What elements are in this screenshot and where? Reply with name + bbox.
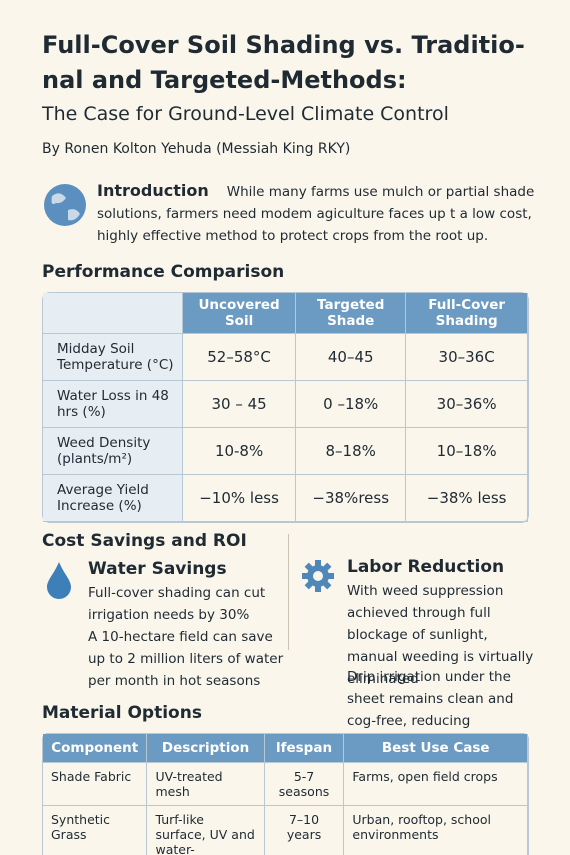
header-row: Component Description lfespan Best Use Case [43, 734, 528, 763]
materials-table: Component Description lfespan Best Use Case… [42, 733, 529, 855]
drop-icon [47, 562, 71, 599]
performance-table: Uncovered Soil Targeted Shade Full-Cover S… [42, 292, 529, 523]
labor-text: With weed suppression achieved through f… [347, 583, 534, 687]
header-cell: Targeted Shade [296, 293, 407, 334]
water-heading: Water Savings [88, 559, 227, 579]
header-cell: Best Use Case [344, 734, 528, 763]
title: nal and Targeted-Methods: [42, 66, 407, 94]
cell: Turf-like surface, UV and water- [147, 806, 265, 855]
section-heading: Performance Comparison [42, 262, 285, 282]
row: Synthetic Grass Turf-like surface, UV and… [43, 806, 528, 855]
row: Shade Fabric UV-treated mesh 5-7 seasons Fa… [43, 763, 528, 806]
cell: UV-treated mesh [147, 763, 265, 806]
globe-icon [44, 184, 86, 226]
author: By Ronen Kolton Yehuda (Messiah King RKY… [42, 141, 351, 157]
header-cell [43, 293, 183, 334]
cell: 5-7 seasons [264, 763, 345, 806]
cell: Shade Fabric [43, 763, 148, 806]
row: Water Loss in 48 hrs (%) 30 – 45 0 –18% 30–… [43, 381, 528, 428]
cell: 30–36C [406, 334, 528, 381]
divider [288, 534, 289, 650]
gear-icon [302, 560, 334, 592]
cell: Urban, rooftop, school environments [344, 806, 528, 855]
cell: 7–10 years [264, 806, 345, 855]
intro: Introduction While many farms use mulch o… [97, 180, 537, 247]
cell: 30 – 45 [183, 381, 297, 428]
section-heading: Cost Savings and ROI [42, 531, 247, 551]
subtitle: The Case for Ground-Level Climate Contro… [42, 103, 449, 125]
row: Midday Soil Temperature (°C) 52–58°C 40–45… [43, 334, 528, 381]
section-heading: Material Options [42, 703, 202, 723]
cell: Synthetic Grass [43, 806, 148, 855]
water-text: Full-cover shading can cut irrigation ne… [88, 585, 266, 623]
cell: Midday Soil Temperature (°C) [43, 334, 183, 381]
cell: −38%ress [296, 475, 407, 522]
intro-text: While many farms use mulch or partial sh… [97, 184, 535, 244]
cell: 10–18% [406, 428, 528, 475]
labor-heading: Labor Reduction [347, 557, 505, 577]
header-cell: Description [147, 734, 265, 763]
row: Average Yield Increase (%) −10% less −38%r… [43, 475, 528, 522]
cell: −10% less [183, 475, 297, 522]
cell: 0 –18% [296, 381, 407, 428]
cell: Average Yield Increase (%) [43, 475, 183, 522]
cell: Water Loss in 48 hrs (%) [43, 381, 183, 428]
cell: 10-8% [183, 428, 297, 475]
cell: 52–58°C [183, 334, 297, 381]
cell: Farms, open field crops [344, 763, 528, 806]
cell: 30–36% [406, 381, 528, 428]
intro-heading: Introduction [97, 181, 209, 200]
cell: 8–18% [296, 428, 407, 475]
cell: Weed Density (plants/m²) [43, 428, 183, 475]
header-row: Uncovered Soil Targeted Shade Full-Cover S… [43, 293, 528, 334]
cell: −38% less [406, 475, 528, 522]
title: Full-Cover Soil Shading vs. Traditio- [42, 31, 525, 59]
water-text: A 10-hectare field can save up to 2 mill… [88, 629, 284, 689]
header-cell: Full-Cover Shading [406, 293, 528, 334]
header-cell: Component [43, 734, 148, 763]
row: Weed Density (plants/m²) 10-8% 8–18% 10–18% [43, 428, 528, 475]
header-cell: Uncovered Soil [183, 293, 297, 334]
header-cell: lfespan [264, 734, 345, 763]
cell: 40–45 [296, 334, 407, 381]
